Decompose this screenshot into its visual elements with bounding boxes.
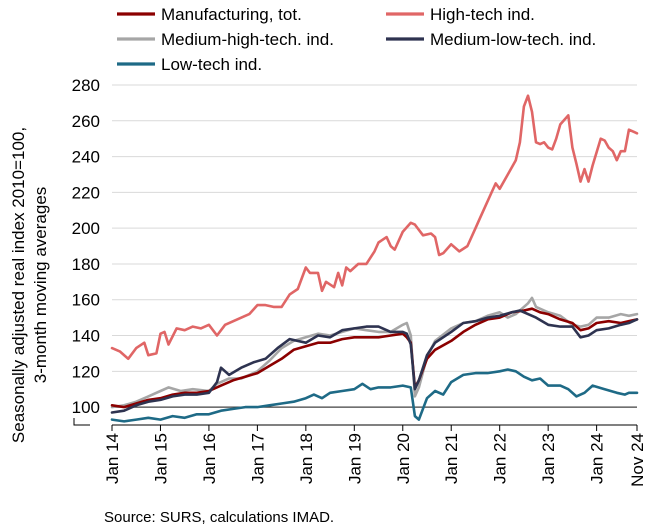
- y-axis-title: Seasonally adjusted real index 2010=100,…: [9, 127, 50, 443]
- x-tick-label: Jan 21: [442, 433, 461, 484]
- y-tick-label: 240: [72, 148, 100, 167]
- x-tick-label: Jan 17: [248, 433, 267, 484]
- x-tick-label: Jan 18: [297, 433, 316, 484]
- x-tick-label: Nov 24: [628, 433, 647, 487]
- series-line-low-tech-ind: [110, 368, 639, 423]
- series-line-medium-high-tech-ind: [110, 296, 639, 409]
- legend: Manufacturing, tot. High-tech ind. Medium-…: [117, 5, 596, 74]
- x-tick-label: Jan 20: [394, 433, 413, 484]
- legend-label: High-tech ind.: [430, 5, 535, 24]
- series-line-high-tech-ind: [110, 94, 639, 361]
- y-tick-label: 180: [72, 255, 100, 274]
- y-axis-ticks: 100 120 140 160 180 200 220 240 260 280: [72, 76, 100, 426]
- x-tick-label: Jan 22: [491, 433, 510, 484]
- x-tick-label: Jan 16: [200, 433, 219, 484]
- x-tick-label: Jan 15: [151, 433, 170, 484]
- x-axis: Jan 14 Jan 15 Jan 16 Jan 17 Jan 18 Jan 19 Jan …: [103, 424, 647, 487]
- y-tick-label: 160: [72, 291, 100, 310]
- y-axis-title-line: 3-month moving averages: [31, 187, 50, 384]
- series-lines: [110, 94, 639, 423]
- source-note: Source: SURS, calculations IMAD.: [104, 509, 335, 526]
- y-tick-label: 220: [72, 183, 100, 202]
- y-tick-label: 120: [72, 362, 100, 381]
- x-tick-label: Jan 19: [345, 433, 364, 484]
- legend-label: Medium-low-tech. ind.: [430, 30, 596, 49]
- y-tick-label: 100: [72, 398, 100, 417]
- x-tick-label: Jan 14: [103, 433, 122, 484]
- y-axis-title-line: Seasonally adjusted real index 2010=100,: [9, 127, 28, 443]
- legend-label: Medium-high-tech. ind.: [161, 30, 334, 49]
- x-tick-label: Jan 23: [539, 433, 558, 484]
- x-tick-label: Jan 24: [588, 433, 607, 484]
- legend-label: Manufacturing, tot.: [161, 5, 302, 24]
- y-tick-label: 140: [72, 327, 100, 346]
- y-tick-label: 280: [72, 76, 100, 95]
- gridlines: [112, 84, 637, 408]
- y-tick-label: 200: [72, 219, 100, 238]
- axis-break-marker: [73, 418, 90, 426]
- series-line-manufacturing-tot: [110, 307, 639, 409]
- y-tick-label: 260: [72, 112, 100, 131]
- series-line-medium-low-tech-ind: [110, 309, 639, 414]
- legend-label: Low-tech ind.: [161, 55, 262, 74]
